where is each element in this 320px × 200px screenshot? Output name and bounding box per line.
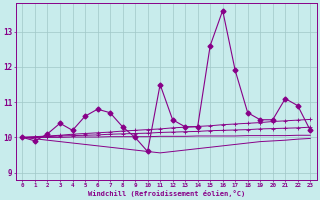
X-axis label: Windchill (Refroidissement éolien,°C): Windchill (Refroidissement éolien,°C) <box>88 190 245 197</box>
